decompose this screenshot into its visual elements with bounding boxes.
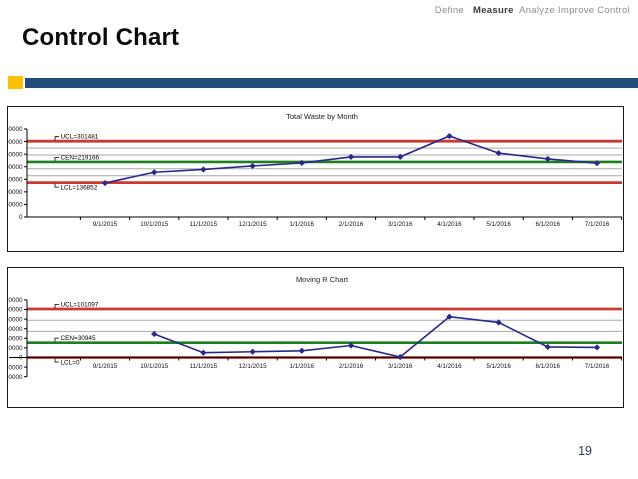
y-tick-label: 200000 (8, 164, 23, 171)
y-tick-label: 250000 (8, 151, 23, 158)
x-tick-label: 7/1/2016 (585, 221, 610, 228)
individuals-control-chart: 0 50000 100000 150000 200000 250000 300000 3500… (7, 106, 624, 252)
x-tick-label: 1/1/2016 (290, 221, 315, 228)
individuals-control-chart-svg: 0 50000 100000 150000 200000 250000 300000 3500… (8, 112, 623, 228)
data-point-marker (249, 162, 256, 170)
lcl-label: LCL=136852 (61, 185, 98, 192)
data-point-marker (200, 349, 207, 356)
chart-title: Total Waste by Month (286, 112, 358, 121)
center-label: CEN=30945 (61, 335, 96, 342)
callout-bracket (54, 136, 59, 141)
y-tick-label: 0 (19, 214, 23, 221)
x-tick-label: 12/1/2015 (239, 221, 268, 228)
callout-bracket (54, 337, 59, 342)
data-point-marker (151, 169, 158, 176)
y-tick-label: 100000 (8, 307, 23, 314)
x-tick-label: 5/1/2016 (486, 363, 511, 370)
x-tick-label: 4/1/2016 (437, 221, 462, 228)
callout-bracket (54, 156, 59, 161)
x-tick-label: 7/1/2016 (585, 363, 610, 370)
x-tick-label: 10/1/2015 (140, 221, 169, 228)
y-tick-label: 150000 (8, 176, 23, 183)
y-tick-label: 300000 (8, 139, 23, 146)
chart-title: Moving R Chart (296, 275, 349, 284)
x-tick-label: 6/1/2016 (536, 221, 561, 228)
moving-range-chart: -40000 -20000 0 20000 40000 60000 80000 100000 1… (7, 267, 624, 408)
y-tick-label: 40000 (8, 336, 23, 343)
callout-bracket (54, 183, 59, 188)
accent-square (8, 76, 23, 89)
series-line (153, 315, 598, 358)
accent-divider-bar (25, 78, 638, 88)
page-title: Control Chart (22, 24, 180, 51)
data-point-marker (495, 319, 502, 326)
data-point-marker (397, 153, 404, 161)
y-tick-label: 120000 (8, 297, 23, 304)
y-tick-label: 80000 (8, 316, 23, 323)
y-tick-label: 0 (19, 355, 23, 362)
data-point-marker (249, 348, 256, 355)
x-tick-label: 5/1/2016 (486, 221, 511, 228)
data-point-marker (298, 159, 305, 167)
x-tick-label: 12/1/2015 (239, 363, 268, 370)
x-tick-label: 9/1/2015 (93, 221, 118, 228)
data-point-marker (544, 155, 551, 163)
phase-define: Define (434, 5, 465, 16)
data-point-marker (593, 344, 601, 351)
data-point-marker (298, 347, 305, 354)
ucl-label: UCL=301481 (61, 134, 99, 141)
ucl-label: UCL=101097 (61, 301, 99, 308)
data-point-marker (446, 313, 453, 320)
x-tick-label: 3/1/2016 (388, 363, 413, 370)
x-tick-label: 4/1/2016 (437, 363, 462, 370)
phase-measure: Measure (473, 5, 514, 16)
callout-bracket (54, 358, 59, 363)
x-tick-label: 9/1/2015 (93, 363, 118, 370)
center-label: CEN=219166 (61, 154, 100, 161)
dmaic-phase-header: Define Measure Analyze Improve Control (435, 5, 630, 16)
y-tick-label: 20000 (8, 345, 23, 352)
x-tick-label: 2/1/2016 (339, 221, 364, 228)
data-point-marker (200, 166, 207, 173)
x-tick-label: 1/1/2016 (290, 363, 315, 370)
x-tick-label: 11/1/2015 (190, 363, 218, 370)
x-tick-label: 3/1/2016 (388, 221, 413, 228)
x-tick-label: 2/1/2016 (339, 363, 364, 370)
data-point-marker (544, 343, 551, 351)
y-tick-label: -20000 (8, 364, 23, 371)
data-point-marker (495, 150, 502, 157)
data-point-marker (446, 132, 453, 140)
y-tick-label: 60000 (8, 326, 23, 333)
data-point-marker (347, 342, 355, 349)
x-tick-label: 6/1/2016 (536, 363, 561, 370)
page-number: 19 (578, 444, 592, 458)
moving-range-chart-svg: -40000 -20000 0 20000 40000 60000 80000 100000 1… (8, 275, 623, 381)
x-tick-label: 10/1/2015 (140, 363, 169, 370)
data-point-marker (101, 179, 109, 187)
data-point-marker (593, 160, 601, 167)
lcl-label: LCL=0 (61, 360, 80, 367)
y-tick-label: 350000 (8, 126, 23, 133)
y-tick-label: -40000 (8, 374, 23, 381)
y-tick-label: 100000 (8, 189, 23, 196)
y-tick-label: 50000 (8, 202, 23, 209)
callout-bracket (54, 304, 59, 308)
x-tick-label: 11/1/2015 (190, 221, 218, 228)
phase-analyze-improve-control: Analyze Improve Control (519, 5, 630, 16)
data-point-marker (347, 153, 355, 161)
